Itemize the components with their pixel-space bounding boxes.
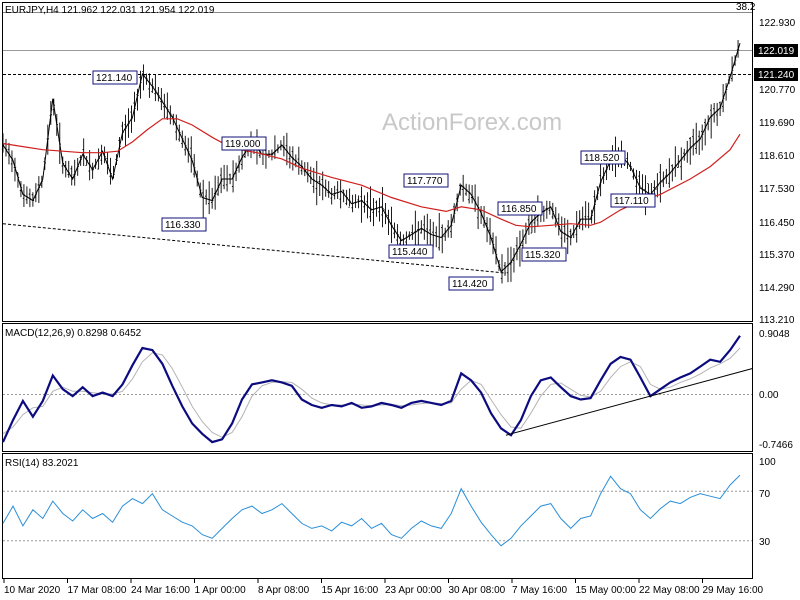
y-tick-label: 115.370: [759, 250, 795, 261]
y-tick-label: 113.210: [759, 315, 795, 326]
x-axis: 10 Mar 2020 17 Mar 08:00 24 Mar 16:00 1 Apr…: [3, 579, 764, 596]
rsi-panel-header: RSI(14) 83.2021: [5, 458, 79, 469]
svg-text:114.420: 114.420: [452, 279, 488, 290]
y-tick-label: 116.450: [759, 218, 795, 229]
y-tick-label: 0.00: [759, 390, 779, 401]
y-tick-label: 117.530: [759, 184, 795, 195]
x-tick-label: 24 Mar 16:00: [131, 585, 190, 596]
x-tick-label: 23 Apr 00:00: [385, 585, 442, 596]
price-y-axis: 122.930 120.770 119.690 118.610 117.530 …: [759, 18, 796, 326]
macd-y-axis: 0.9048 0.00 -0.7466: [759, 329, 793, 451]
x-tick-label: 17 Mar 08:00: [68, 585, 127, 596]
y-tick-label: 118.610: [759, 151, 795, 162]
y-tick-label: 122.930: [759, 18, 796, 29]
svg-text:115.440: 115.440: [392, 247, 428, 258]
svg-text:122.019: 122.019: [758, 46, 795, 57]
watermark: ActionForex.com: [382, 109, 562, 136]
price-label-117770: 117.770: [403, 173, 449, 188]
svg-text:115.320: 115.320: [525, 250, 561, 261]
svg-text:116.850: 116.850: [501, 204, 537, 215]
x-tick-label: 7 May 16:00: [512, 585, 567, 596]
macd-line: [1, 335, 741, 444]
y-tick-label: 120.770: [759, 85, 796, 96]
price-label-115440: 115.440: [388, 244, 434, 259]
price-panel-header: EURJPY,H4 121.962 122.031 121.954 122.01…: [5, 5, 215, 16]
x-tick-label: 15 May 00:00: [576, 585, 637, 596]
svg-text:118.520: 118.520: [584, 153, 620, 164]
price-label-119000: 119.000: [221, 136, 267, 151]
svg-text:121.140: 121.140: [96, 73, 133, 84]
svg-text:121.240: 121.240: [758, 70, 795, 81]
y-tick-label: 100: [759, 457, 776, 468]
macd-trend-line: [505, 368, 753, 436]
y-tick-label: -0.7466: [759, 440, 793, 451]
price-label-118520: 118.520: [580, 150, 626, 165]
svg-text:117.110: 117.110: [614, 196, 649, 207]
rsi-line: [2, 474, 741, 547]
rsi-panel-frame: [2, 453, 753, 579]
svg-text:119.000: 119.000: [225, 139, 261, 150]
price-label-115320: 115.320: [521, 247, 567, 262]
x-tick-label: 29 May 16:00: [703, 585, 764, 596]
x-tick-label: 22 May 08:00: [639, 585, 700, 596]
svg-text:116.330: 116.330: [165, 220, 201, 231]
rsi-y-axis: 100 70 30: [759, 457, 776, 548]
y-tick-label: 30: [759, 537, 771, 548]
dashed-trend-line: [2, 223, 507, 274]
y-tick-label: 114.290: [759, 283, 795, 294]
x-tick-label: 15 Apr 16:00: [322, 585, 379, 596]
corner-label: 38.2: [736, 2, 756, 13]
price-label-116330: 116.330: [161, 217, 207, 232]
x-tick-label: 30 Apr 08:00: [449, 585, 506, 596]
price-label-116850: 116.850: [497, 201, 543, 216]
moving-average-line: [2, 118, 741, 228]
y-tick-label: 119.690: [759, 118, 795, 129]
y-tick-label: 70: [759, 489, 771, 500]
level-price-box: 121.240: [754, 68, 798, 81]
y-tick-label: 0.9048: [759, 329, 790, 340]
x-tick-label: 10 Mar 2020: [4, 585, 61, 596]
macd-panel-frame: [2, 323, 753, 452]
price-label-117110: 117.110: [610, 193, 656, 208]
price-label-121140: 121.140: [92, 70, 138, 85]
x-tick-label: 1 Apr 00:00: [195, 585, 247, 596]
price-label-114420: 114.420: [448, 276, 494, 291]
last-price-box: 122.019: [754, 44, 798, 57]
svg-text:117.770: 117.770: [407, 176, 443, 187]
macd-panel-header: MACD(12,26,9) 0.8298 0.6452: [5, 328, 142, 339]
x-tick-label: 8 Apr 08:00: [258, 585, 310, 596]
